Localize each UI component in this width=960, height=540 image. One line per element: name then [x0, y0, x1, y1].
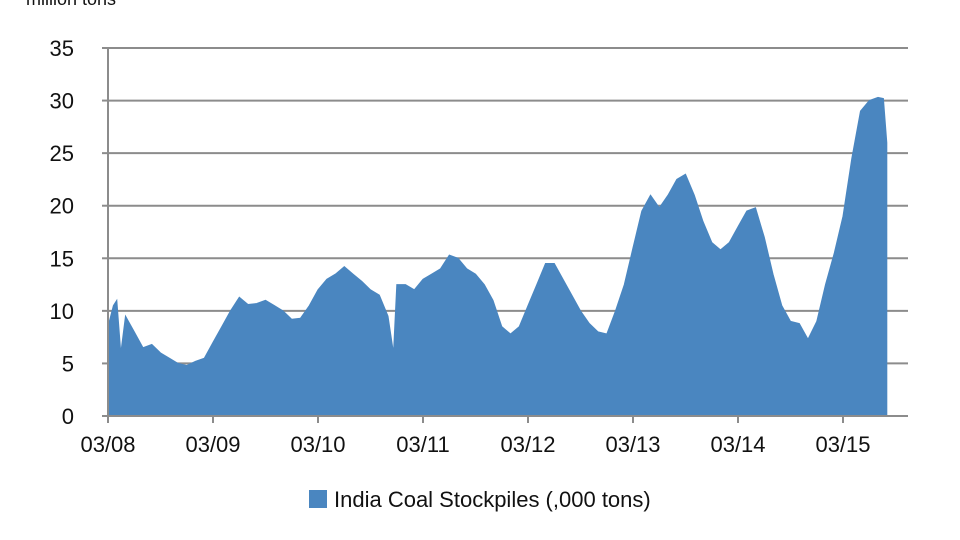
x-tick-label-03-08: 03/08	[80, 432, 135, 457]
y-tick-label-0: 0	[62, 404, 74, 429]
axes	[102, 47, 908, 423]
x-tick-label-03-12: 03/12	[500, 432, 555, 457]
x-tick-label-03-09: 03/09	[185, 432, 240, 457]
legend-swatch	[309, 490, 327, 508]
series-area	[107, 96, 888, 417]
y-tick-label-25: 25	[50, 141, 74, 166]
y-tick-label-5: 5	[62, 351, 74, 376]
legend: India Coal Stockpiles (,000 tons)	[309, 487, 651, 512]
y-tick-label-20: 20	[50, 194, 74, 219]
y-tick-label-10: 10	[50, 299, 74, 324]
legend-label: India Coal Stockpiles (,000 tons)	[334, 487, 651, 512]
y-tick-label-35: 35	[50, 36, 74, 61]
unit-label: million tons	[26, 0, 116, 9]
x-tick-label-03-13: 03/13	[605, 432, 660, 457]
x-tick-label-03-15: 03/15	[815, 432, 870, 457]
y-tick-label-30: 30	[50, 89, 74, 114]
x-tick-label-03-11: 03/11	[396, 432, 449, 457]
x-tick-label-03-10: 03/10	[290, 432, 345, 457]
x-tick-labels: 03/08 03/09 03/10 03/11 03/12 03/13 03/14 03/15	[80, 432, 870, 457]
x-tick-label-03-14: 03/14	[710, 432, 765, 457]
y-tick-label-15: 15	[50, 246, 74, 271]
series-area-layer	[107, 96, 888, 417]
y-tick-labels: 0 5 10 15 20 25 30 35	[50, 36, 74, 429]
